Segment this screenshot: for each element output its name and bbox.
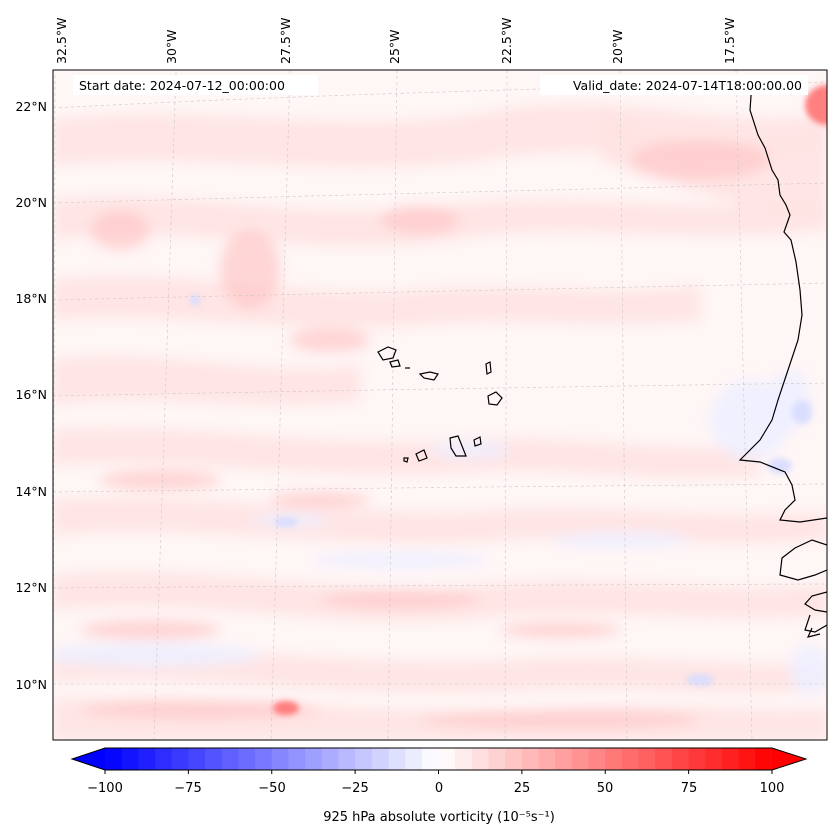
latitude-labels: 22°N 20°N 18°N 16°N 14°N 12°N 10°N: [15, 99, 47, 692]
colorbar-tick-label: −100: [87, 781, 123, 796]
longitude-labels: 32.5°W 30°W 27.5°W 25°W 22.5°W 20°W 17.5…: [54, 18, 737, 64]
colorbar-segment: [655, 748, 673, 770]
map-area: Start date: 2024-07-12_00:00:00 Valid_da…: [53, 70, 827, 740]
island-santiago: [449, 435, 467, 457]
colorbar-segment: [721, 748, 740, 770]
colorbar-tick-label: 50: [597, 781, 614, 796]
colorbar-segment: [471, 748, 490, 770]
lon-label-32-5w: 32.5°W: [54, 18, 69, 64]
colorbar-segment: [705, 748, 723, 770]
colorbar-segment: [371, 748, 390, 770]
colorbar-segment: [621, 748, 640, 770]
colorbar-ticks: −100 −75 −50 −25 0 25 50 75 100: [87, 770, 784, 796]
colorbar-segment: [555, 748, 573, 770]
africa-coastline: [738, 81, 827, 523]
lon-label-27-5w: 27.5°W: [278, 18, 293, 64]
lon-label-25w: 25°W: [387, 29, 402, 64]
island-fogo: [415, 449, 428, 462]
colorbar-segment: [221, 748, 240, 770]
island-boa-vista: [487, 391, 503, 406]
island-sal: [485, 361, 492, 375]
colorbar-segment: [121, 748, 139, 770]
colorbar-segment: [521, 748, 540, 770]
lon-label-20w: 20°W: [610, 29, 625, 64]
colorbar-segment: [255, 748, 273, 770]
colorbar-segment: [238, 748, 256, 770]
lon-label-22-5w: 22.5°W: [499, 18, 514, 64]
colorbar-segment: [455, 748, 473, 770]
colorbar-segment: [605, 748, 623, 770]
coastlines: [377, 81, 827, 638]
island-maio: [473, 436, 482, 447]
colorbar-segment: [105, 748, 123, 770]
colorbar-segment: [488, 748, 506, 770]
colorbar-segment: [755, 748, 773, 770]
colorbar-tick-label: −25: [341, 781, 368, 796]
valid-date-label: Valid_date: 2024-07-14T18:00:00.00: [573, 78, 802, 93]
colorbar-segments: [72, 748, 806, 770]
lat-label-18n: 18°N: [15, 291, 47, 306]
colorbar-segment: [188, 748, 206, 770]
colorbar-tick-label: −50: [258, 781, 285, 796]
colorbar-segment: [355, 748, 373, 770]
map-frame: [52, 69, 828, 741]
colorbar-tick-label: 100: [760, 781, 785, 796]
colorbar-segment: [538, 748, 556, 770]
island-santo-antao: [377, 346, 397, 361]
colorbar-segment: [271, 748, 290, 770]
island-sao-nicolau: [418, 371, 439, 381]
valid-date-box: [540, 75, 808, 95]
lat-label-16n: 16°N: [15, 387, 47, 402]
colorbar-segment: [438, 748, 456, 770]
colorbar-tick-label: 0: [435, 781, 443, 796]
colorbar-segment: [171, 748, 189, 770]
colorbar-segment: [638, 748, 656, 770]
colorbar-segment: [688, 748, 706, 770]
vorticity-extremes: [190, 85, 827, 715]
start-date-label: Start date: 2024-07-12_00:00:00: [79, 78, 285, 93]
colorbar-segment: [155, 748, 173, 770]
colorbar-segment: [288, 748, 306, 770]
colorbar-segment: [338, 748, 356, 770]
colorbar-segment: [738, 748, 756, 770]
start-date-box: [73, 75, 318, 95]
lat-label-20n: 20°N: [15, 195, 47, 210]
colorbar-segment: [571, 748, 590, 770]
lat-label-10n: 10°N: [15, 677, 47, 692]
lat-label-12n: 12°N: [15, 580, 47, 595]
vorticity-field: [53, 100, 827, 740]
lat-label-14n: 14°N: [15, 484, 47, 499]
colorbar-extend-min: [72, 748, 105, 770]
lon-label-30w: 30°W: [164, 29, 179, 64]
colorbar-segment: [588, 748, 606, 770]
colorbar-segment: [305, 748, 323, 770]
lat-label-22n: 22°N: [15, 99, 47, 114]
colorbar-label: 925 hPa absolute vorticity (10⁻⁵s⁻¹): [323, 810, 555, 825]
colorbar-extend-max: [772, 748, 806, 770]
colorbar-segment: [205, 748, 223, 770]
colorbar-segment: [321, 748, 340, 770]
colorbar-segment: [405, 748, 423, 770]
colorbar-segment: [505, 748, 523, 770]
africa-coastline-south: [779, 539, 827, 638]
colorbar-tick-label: 75: [681, 781, 698, 796]
colorbar: −100 −75 −50 −25 0 25 50 75 100 925 hPa …: [70, 747, 808, 825]
colorbar-segment: [388, 748, 406, 770]
colorbar-tick-label: 25: [514, 781, 531, 796]
lon-label-17-5w: 17.5°W: [722, 18, 737, 64]
colorbar-segment: [138, 748, 156, 770]
colorbar-segment: [421, 748, 440, 770]
colorbar-segment: [671, 748, 690, 770]
island-brava: [403, 457, 409, 463]
island-sao-vicente: [389, 359, 401, 368]
colorbar-tick-label: −75: [174, 781, 201, 796]
